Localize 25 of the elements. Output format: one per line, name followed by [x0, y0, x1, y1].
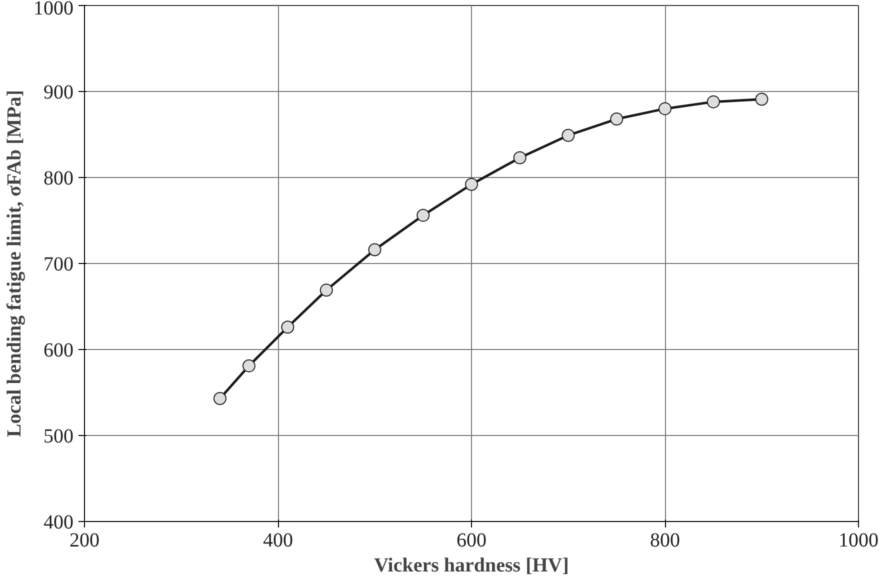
y-tick-label: 1000: [34, 0, 74, 20]
point: [658, 102, 672, 116]
x-tick-label: 1000: [838, 530, 878, 552]
point: [368, 243, 382, 256]
point: [242, 359, 256, 372]
point: [755, 92, 768, 106]
y-axis-title: Local bending fatigue limit, σFAb [MPa]: [4, 90, 26, 438]
point: [706, 95, 720, 108]
x-tick-label: 600: [456, 530, 486, 552]
y-tick-label: 900: [44, 82, 74, 104]
x-axis-title: Vickers hardness [HV]: [374, 554, 569, 576]
point: [513, 151, 526, 164]
x-tick-label: 400: [263, 530, 293, 552]
y-tick-label: 700: [44, 254, 74, 276]
point: [465, 178, 478, 191]
y-tick-label: 600: [44, 340, 74, 362]
y-tick-label: 800: [44, 168, 74, 190]
point: [213, 392, 226, 406]
point: [281, 320, 294, 334]
y-tick-label: 500: [44, 426, 74, 448]
point: [610, 112, 624, 126]
x-tick-label: 800: [650, 530, 680, 552]
point: [416, 208, 430, 222]
point: [562, 128, 575, 142]
point: [320, 284, 333, 297]
